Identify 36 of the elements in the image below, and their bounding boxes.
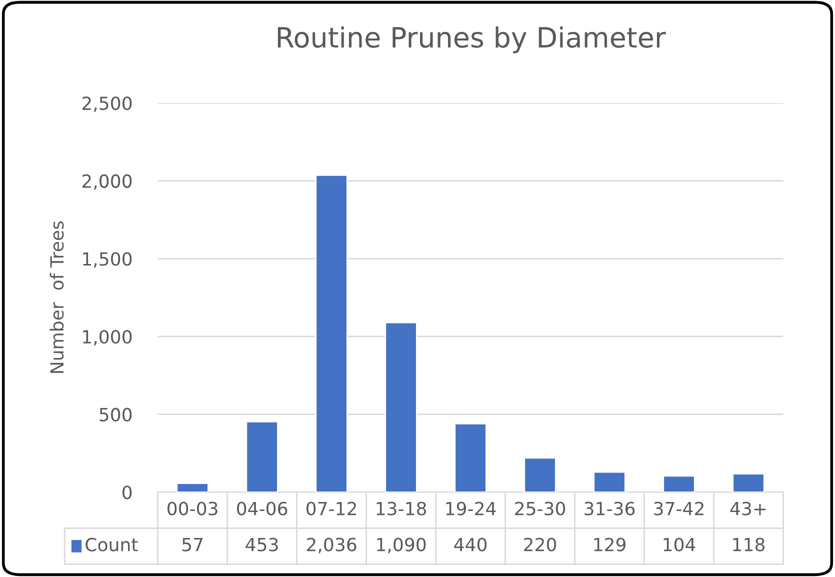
x-tick-label: 04-06 [237, 502, 288, 516]
x-tick-label: 00-03 [168, 502, 218, 516]
y-tick-label: 500 [100, 408, 132, 422]
y-tick-label: 2,500 [82, 96, 132, 112]
chart-title: Routine Prunes by Diameter [278, 26, 666, 54]
bar [732, 473, 765, 492]
data-label: 440 [454, 538, 487, 552]
data-label: 220 [524, 538, 556, 552]
bar [454, 422, 487, 492]
bar [315, 174, 348, 492]
bar [246, 420, 278, 492]
data-label: 118 [733, 538, 764, 552]
x-tick-label: 31-36 [584, 502, 635, 516]
y-axis-title: Number of Trees [50, 221, 64, 373]
x-tick-label: 37-42 [654, 502, 704, 516]
y-tick-label: 0 [122, 486, 132, 500]
data-label: 453 [246, 538, 278, 552]
legend-label: Count [86, 538, 138, 552]
data-label: 57 [182, 538, 203, 552]
y-tick-label: 1,000 [83, 330, 132, 346]
x-tick-label: 43+ [730, 502, 766, 516]
y-tick-label: 1,500 [83, 252, 132, 268]
data-label: 2,036 [307, 538, 356, 554]
bar [176, 482, 209, 492]
bar [593, 471, 626, 492]
y-tick-label: 2,000 [82, 174, 132, 190]
x-tick-label: 07-12 [306, 502, 356, 516]
x-tick-label: 19-24 [446, 502, 496, 516]
bar [662, 475, 696, 492]
data-label: 1,090 [377, 538, 426, 554]
bar [384, 322, 418, 492]
bar [524, 457, 556, 492]
data-label: 104 [664, 538, 696, 552]
x-tick-label: 13-18 [376, 502, 426, 516]
data-label: 129 [594, 538, 626, 552]
x-tick-label: 25-30 [515, 502, 566, 516]
